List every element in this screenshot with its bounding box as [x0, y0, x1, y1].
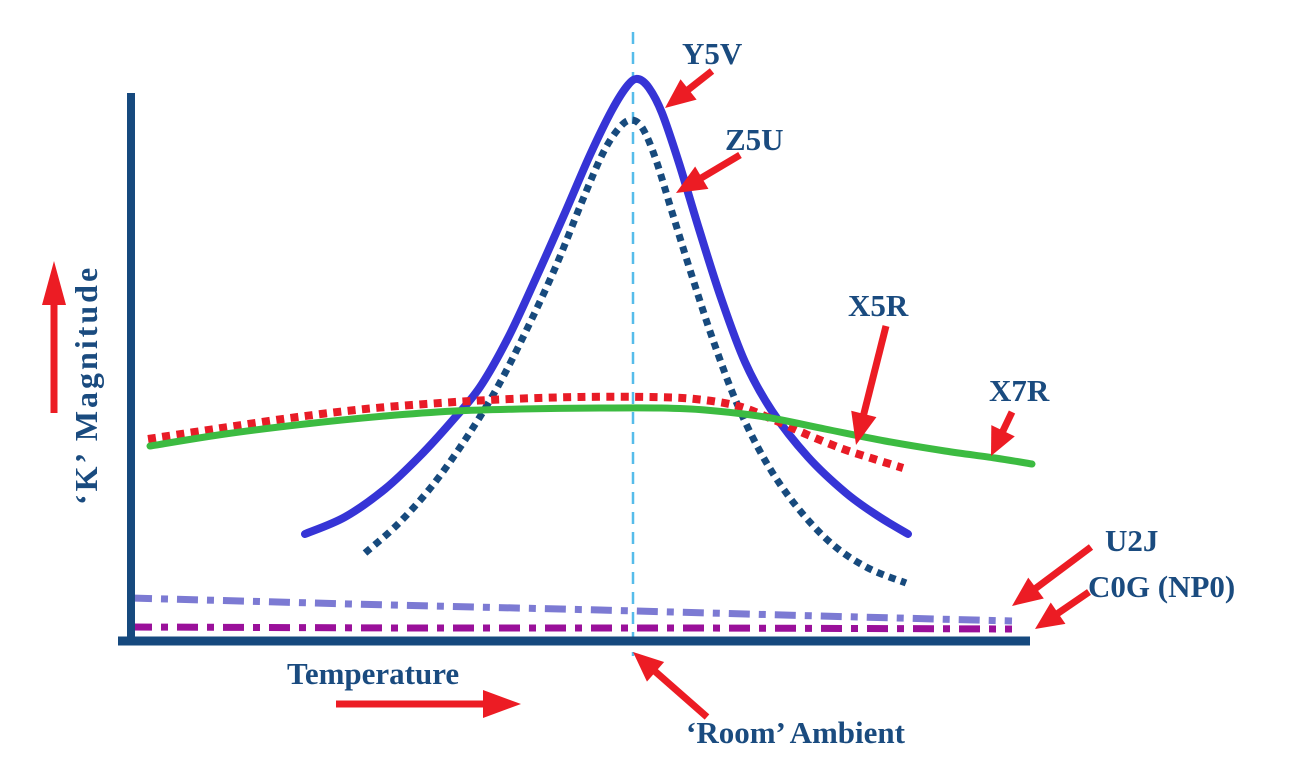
z5u-callout-arrow [676, 151, 742, 193]
series-label-z5u: Z5U [725, 122, 784, 157]
series-curve-z5u [362, 116, 908, 587]
k-magnitude-direction-arrow [42, 261, 66, 413]
series-label-x7r: X7R [989, 373, 1050, 408]
series-layer [130, 74, 1036, 633]
room-ambient-callout-arrow [633, 652, 710, 720]
room-ambient-label: ‘Room’ Ambient [686, 715, 906, 750]
arrow-layer [42, 68, 1094, 720]
series-label-y5v: Y5V [682, 36, 743, 71]
y-axis-label: ‘K’ Magnitude [68, 265, 104, 505]
series-curve-x7r [146, 404, 1036, 468]
series-label-x5r: X5R [848, 288, 909, 323]
series-label-c0g: C0G (NP0) [1088, 569, 1235, 604]
series-label-u2j: U2J [1105, 523, 1158, 558]
c0g-callout-arrow [1035, 589, 1091, 629]
y5v-callout-arrow [665, 68, 715, 108]
x5r-callout-arrow [851, 325, 890, 445]
series-curve-y5v [301, 74, 912, 538]
temperature-direction-arrow [336, 690, 521, 718]
x7r-callout-arrow [991, 410, 1016, 456]
u2j-callout-arrow [1012, 544, 1094, 606]
series-curve-c0g-np0 [130, 623, 1013, 633]
series-curve-u2j [130, 594, 1013, 625]
x-axis-label: Temperature [287, 656, 459, 691]
